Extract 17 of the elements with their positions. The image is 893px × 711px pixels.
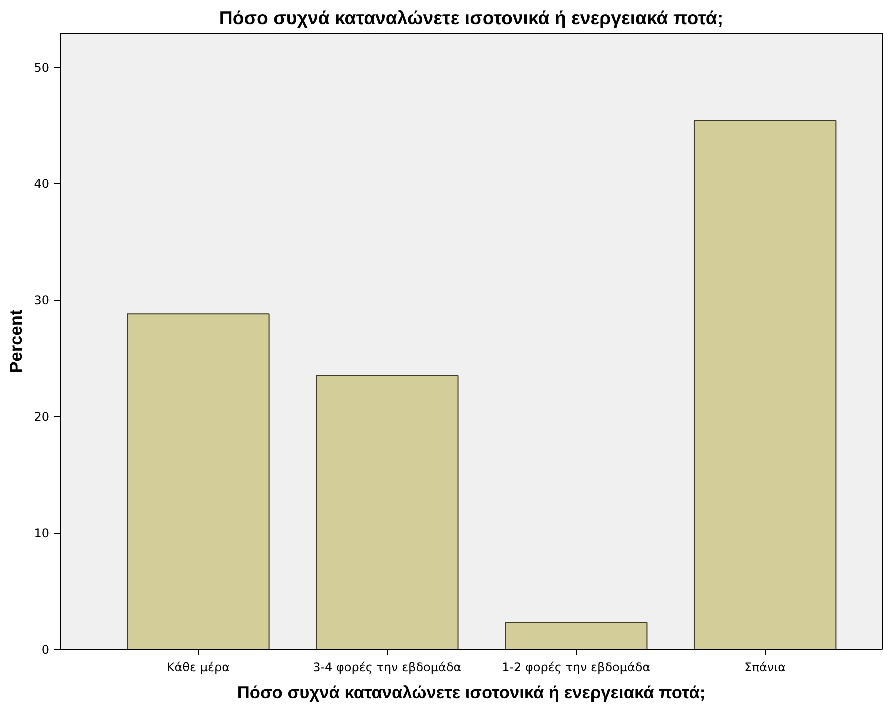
bar <box>127 314 270 650</box>
y-tick-label: 10 <box>34 526 50 541</box>
y-tick-label: 30 <box>34 294 50 308</box>
y-tick-label: 0 <box>42 643 50 657</box>
x-axis-title: Πόσο συχνά καταναλώνετε ισοτονικά ή ενεργειακά ποτά; <box>237 682 706 702</box>
chart-title: Πόσο συχνά καταναλώνετε ισοτονικά ή ενεργειακά ποτά; <box>219 8 724 28</box>
x-tick-label: 3-4 φορές την εβδομάδα <box>313 660 462 674</box>
y-tick-label: 20 <box>34 410 50 424</box>
x-tick-label: 1-2 φορές την εβδομάδα <box>502 660 651 674</box>
x-tick-label: Σπάνια <box>744 660 786 674</box>
y-tick-label: 40 <box>34 177 50 192</box>
bar <box>316 375 459 650</box>
y-axis-title: Percent <box>6 309 26 374</box>
bar <box>505 622 648 650</box>
x-tick-label: Κάθε μέρα <box>166 660 230 674</box>
bar <box>694 120 837 650</box>
y-tick-label: 50 <box>34 60 50 75</box>
